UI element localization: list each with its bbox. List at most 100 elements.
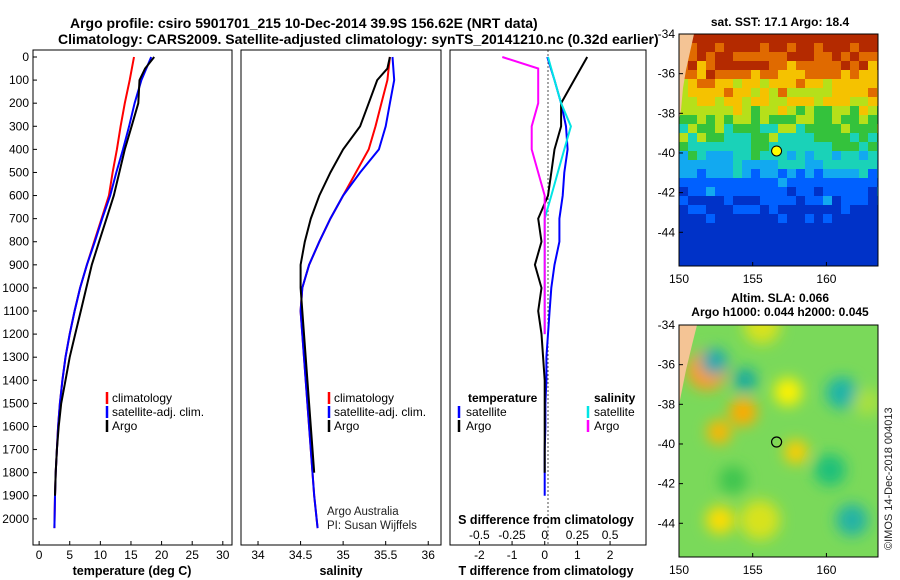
sst-cell <box>868 52 877 61</box>
sst-cell <box>796 115 805 124</box>
salinity-difference-label: S difference from climatology <box>458 513 634 527</box>
sst-cell <box>724 187 733 196</box>
sst-cell <box>688 52 697 61</box>
sst-cell <box>769 232 778 241</box>
sst-cell <box>778 178 787 187</box>
sst-cell <box>814 115 823 124</box>
sla-map-frame <box>678 324 879 558</box>
sst-cell <box>697 61 706 70</box>
sst-cell <box>841 250 850 259</box>
sst-cell <box>706 151 715 160</box>
sst-cell <box>769 169 778 178</box>
sst-cell <box>850 142 859 151</box>
sst-cell <box>814 205 823 214</box>
sst-cell <box>706 214 715 223</box>
sst-cell <box>688 151 697 160</box>
sst-cell <box>742 241 751 250</box>
sst-cell <box>760 259 769 266</box>
sst-cell <box>832 133 841 142</box>
sst-cell <box>760 169 769 178</box>
sst-cell <box>805 223 814 232</box>
sst-cell <box>679 88 688 97</box>
sst-cell <box>805 142 814 151</box>
sst-cell <box>751 124 760 133</box>
sst-cell <box>814 133 823 142</box>
sst-cell <box>787 160 796 169</box>
y-tick-label: 1500 <box>2 396 29 410</box>
sst-cell <box>787 52 796 61</box>
lon-tick-label: 160 <box>816 272 836 286</box>
sst-cell <box>751 88 760 97</box>
sst-cell <box>751 151 760 160</box>
coastline-land <box>679 34 694 120</box>
sst-cell <box>787 232 796 241</box>
sst-cell <box>796 34 805 43</box>
sst-cell <box>706 88 715 97</box>
sst-cell <box>706 124 715 133</box>
y-tick-label: 200 <box>9 96 29 110</box>
sst-cell <box>796 214 805 223</box>
sst-cell <box>679 133 688 142</box>
sst-cell <box>733 214 742 223</box>
sst-cell <box>832 97 841 106</box>
sst-cell <box>706 232 715 241</box>
legend-climatology-label: climatology <box>112 391 172 405</box>
sst-cell <box>805 160 814 169</box>
legend-t-satellite-label: satellite <box>466 405 507 419</box>
lat-tick-label: -38 <box>658 397 676 411</box>
sst-cell <box>778 259 787 266</box>
sst-cell <box>751 43 760 52</box>
sst-cell <box>832 88 841 97</box>
sst-cell <box>706 196 715 205</box>
sla-anomaly-blob <box>729 398 757 426</box>
sst-cell <box>688 196 697 205</box>
sst-cell <box>697 178 706 187</box>
salinity-x-label: salinity <box>319 564 362 578</box>
sst-cell <box>697 97 706 106</box>
sst-cell <box>688 124 697 133</box>
sst-cell <box>805 106 814 115</box>
sst-cell <box>715 187 724 196</box>
sst-cell <box>697 187 706 196</box>
sst-cell <box>796 241 805 250</box>
sst-cell <box>868 88 877 97</box>
sst-cell <box>859 214 868 223</box>
sst-cell <box>823 88 832 97</box>
sst-cell <box>769 223 778 232</box>
sst-cell <box>832 151 841 160</box>
y-tick-label: 1100 <box>3 304 29 318</box>
sst-map-panel: sat. SST: 17.1 Argo: 18.4 150 155 160 -34 -3… <box>658 15 879 286</box>
sst-cell <box>805 70 814 79</box>
sst-cell <box>679 196 688 205</box>
sla-anomaly-blob <box>719 466 747 494</box>
sst-cell <box>769 52 778 61</box>
sst-cell <box>724 151 733 160</box>
sst-cell <box>850 178 859 187</box>
salinity-x-ticks: 34 34.5 35 35.5 36 <box>251 541 435 562</box>
sst-cell <box>751 61 760 70</box>
sst-cell <box>787 70 796 79</box>
sla-anomaly-blob <box>740 500 780 540</box>
sst-cell <box>868 142 877 151</box>
sst-cell <box>823 250 832 259</box>
sst-cell <box>832 142 841 151</box>
sst-cell <box>760 115 769 124</box>
sst-cell <box>760 70 769 79</box>
sst-cell <box>850 223 859 232</box>
sst-cell <box>868 250 877 259</box>
sst-cell <box>787 124 796 133</box>
sst-cell <box>778 250 787 259</box>
argo-float-marker <box>771 145 783 157</box>
sst-cell <box>706 169 715 178</box>
sst-cell <box>715 124 724 133</box>
sst-cell <box>769 259 778 266</box>
sst-cell <box>823 160 832 169</box>
sst-cell <box>805 97 814 106</box>
sst-cell <box>859 160 868 169</box>
sst-cell <box>814 196 823 205</box>
figure-title-line2: Climatology: CARS2009. Satellite-adjuste… <box>58 31 659 47</box>
sst-cell <box>868 133 877 142</box>
sst-cell <box>688 61 697 70</box>
sst-cell <box>688 259 697 266</box>
sst-cell <box>697 124 706 133</box>
